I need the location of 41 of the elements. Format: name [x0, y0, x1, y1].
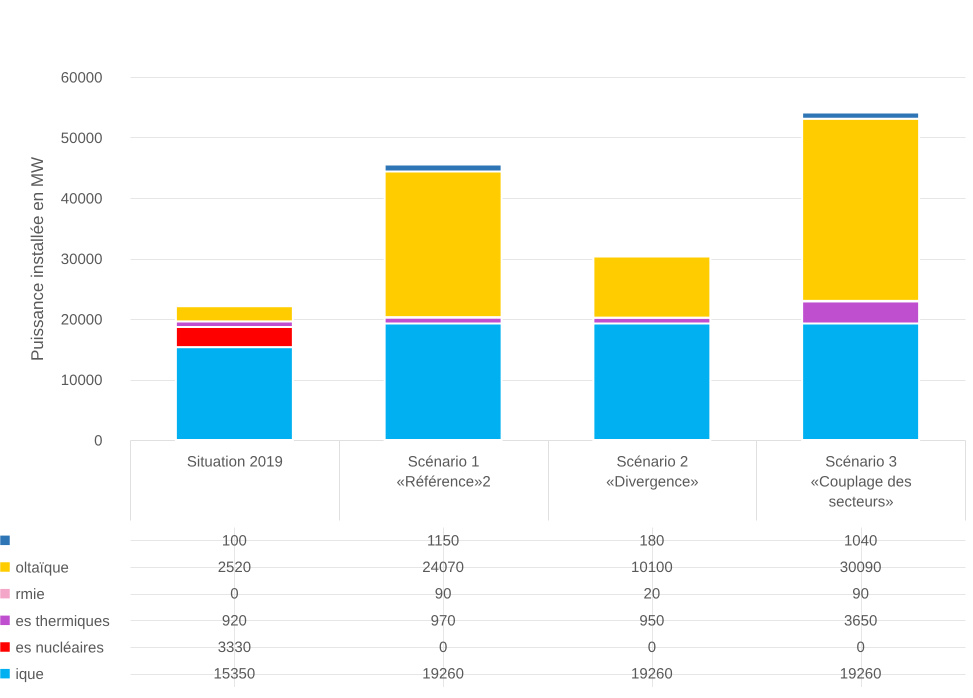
- y-tick-label: 0: [94, 432, 102, 450]
- data-label: 1040: [844, 532, 878, 550]
- data-label: 19260: [840, 666, 882, 683]
- legend-label: es thermiques: [16, 612, 110, 630]
- y-tick-label: 40000: [60, 190, 102, 208]
- data-label: 90: [852, 586, 869, 603]
- data-label: 0: [648, 639, 656, 656]
- data-label: 0: [856, 639, 865, 656]
- y-tick-label: 10000: [60, 372, 102, 389]
- data-label: 15350: [214, 666, 256, 683]
- data-label: 0: [230, 586, 239, 603]
- data-label: 20: [644, 586, 660, 603]
- data-label: 100: [222, 532, 247, 550]
- legend-label: oltaïque: [16, 560, 69, 576]
- y-tick-label: 50000: [60, 130, 102, 147]
- data-label: 950: [639, 612, 664, 630]
- x-tick-label: Scénario 2 «Divergence»: [606, 454, 699, 490]
- y-tick-label: 20000: [60, 312, 102, 328]
- data-label: 0: [438, 639, 448, 656]
- y-axis-title: Puissance installée en MW: [28, 156, 47, 362]
- data-label: 19260: [631, 666, 673, 683]
- data-label: 920: [222, 612, 247, 630]
- data-label: 1150: [426, 532, 460, 550]
- data-label: 970: [430, 612, 456, 630]
- legend-label: rmie: [16, 586, 45, 604]
- x-tick-label: Scénario 3 «Couplage des secteurs»: [810, 454, 912, 510]
- x-tick-label: Scénario 1 «Référence»2: [396, 454, 491, 490]
- legend-label: es nucléaires: [16, 640, 104, 656]
- y-tick-label: 60000: [60, 70, 102, 86]
- data-label: 90: [434, 586, 452, 603]
- x-tick-label: Situation 2019: [186, 454, 283, 470]
- data-label: 30090: [840, 559, 882, 576]
- data-label: 19260: [422, 666, 464, 683]
- data-label: 24070: [422, 559, 464, 576]
- data-label: 2520: [218, 559, 252, 576]
- data-label: 3650: [844, 612, 878, 630]
- data-label: 180: [639, 532, 664, 550]
- legend-label: ique: [16, 666, 44, 684]
- y-tick-label: 30000: [60, 251, 102, 268]
- data-label: 3330: [218, 639, 252, 656]
- data-label: 10100: [631, 559, 673, 576]
